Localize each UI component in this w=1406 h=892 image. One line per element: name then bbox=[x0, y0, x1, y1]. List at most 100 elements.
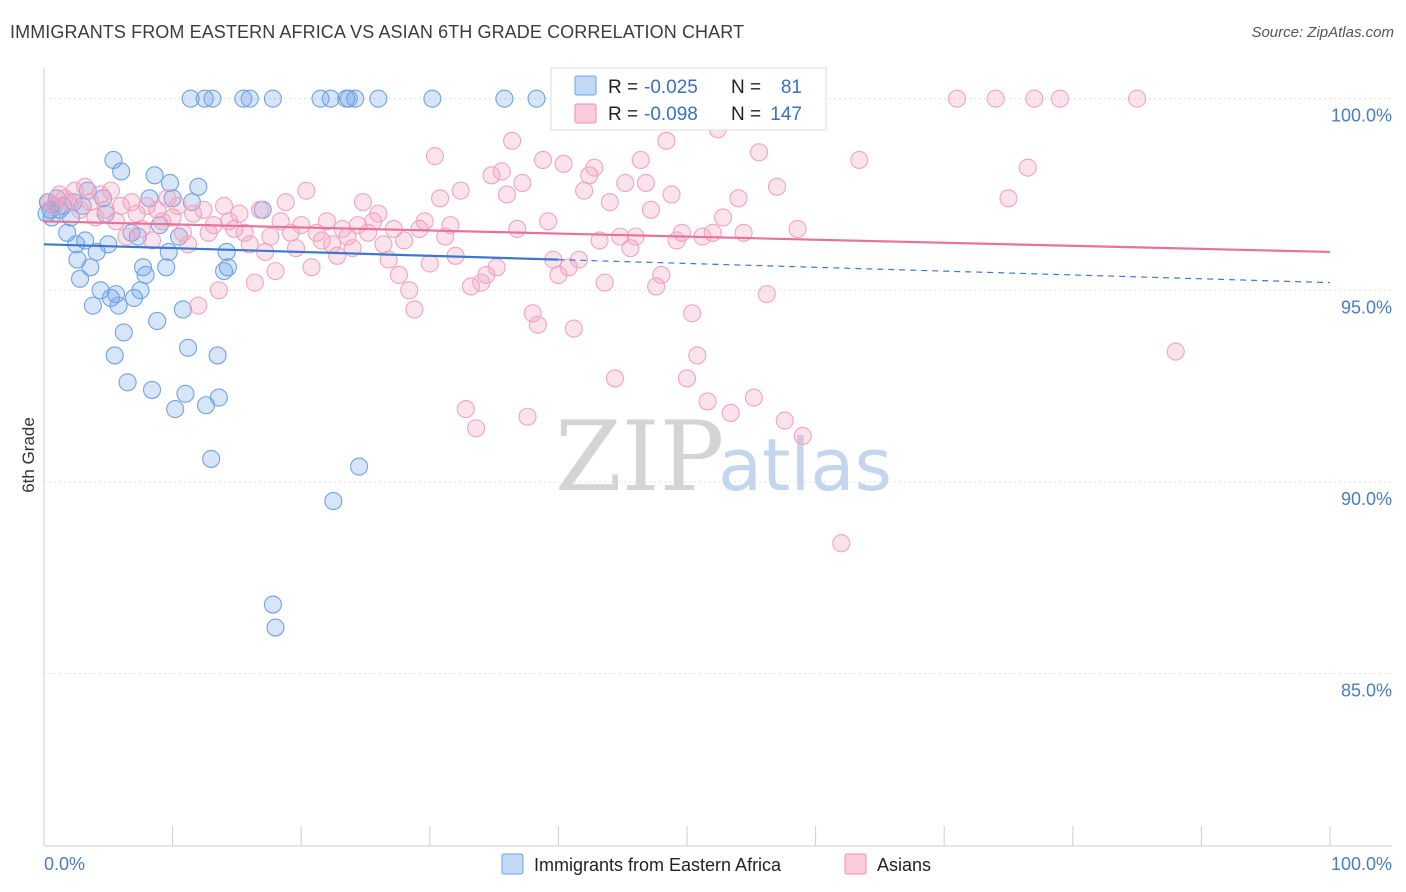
point-s1-123 bbox=[672, 223, 691, 242]
point-s0-49 bbox=[178, 338, 198, 357]
point-s1-124 bbox=[677, 369, 697, 388]
point-s0-67 bbox=[195, 89, 214, 108]
point-s1-112 bbox=[616, 173, 635, 193]
point-s1-90 bbox=[503, 131, 522, 150]
point-s1-111 bbox=[611, 227, 630, 246]
x-tick-label-max: 100.0% bbox=[1331, 854, 1392, 874]
point-s0-39 bbox=[142, 380, 162, 399]
point-s0-17 bbox=[81, 258, 100, 277]
point-s1-100 bbox=[554, 154, 573, 173]
trend-lines bbox=[43, 220, 1331, 284]
point-s1-125 bbox=[683, 304, 702, 323]
watermark-zip: ZIP bbox=[555, 401, 724, 513]
point-s1-86 bbox=[482, 166, 501, 185]
point-s0-73 bbox=[321, 89, 340, 108]
point-s1-144 bbox=[999, 189, 1018, 208]
y-tick-label-3: 85.0% bbox=[1341, 681, 1392, 701]
series-asians-points bbox=[40, 89, 1185, 553]
point-s1-16 bbox=[122, 193, 141, 212]
gridlines bbox=[44, 98, 1392, 675]
point-s1-43 bbox=[261, 227, 280, 246]
point-s1-27 bbox=[178, 235, 198, 254]
point-s1-76 bbox=[431, 189, 450, 208]
point-s0-69 bbox=[234, 89, 253, 108]
point-s1-83 bbox=[467, 419, 486, 438]
point-s1-65 bbox=[374, 235, 393, 254]
x-tick-label-min: 0.0% bbox=[44, 854, 85, 874]
point-s1-48 bbox=[287, 239, 306, 258]
point-s1-75 bbox=[425, 147, 444, 166]
y-tick-labels: 100.0% 95.0% 90.0% 85.0% bbox=[1331, 106, 1392, 701]
point-s0-37 bbox=[136, 265, 155, 285]
legend-swatch-immigrants bbox=[501, 853, 524, 875]
point-s1-4 bbox=[60, 193, 79, 212]
point-s0-68 bbox=[203, 89, 222, 108]
legend: Immigrants from Eastern Africa Asians bbox=[501, 853, 931, 875]
point-s1-99 bbox=[549, 265, 568, 285]
point-s1-34 bbox=[214, 196, 234, 216]
stats-n-label-0: N = bbox=[731, 77, 761, 98]
point-s1-53 bbox=[312, 231, 331, 250]
point-s1-126 bbox=[688, 346, 707, 365]
point-s1-143 bbox=[850, 150, 869, 170]
point-s1-80 bbox=[451, 181, 470, 200]
point-s0-28 bbox=[109, 296, 128, 315]
point-s1-68 bbox=[389, 265, 408, 285]
point-s1-151 bbox=[1128, 89, 1147, 108]
point-s0-76 bbox=[495, 89, 514, 108]
point-s1-25 bbox=[168, 196, 187, 216]
point-s0-27 bbox=[106, 285, 126, 304]
point-s0-13 bbox=[70, 269, 90, 288]
point-s1-148 bbox=[986, 89, 1005, 108]
axes bbox=[43, 68, 1392, 847]
point-s1-149 bbox=[1025, 89, 1044, 108]
point-s1-45 bbox=[271, 212, 290, 231]
point-s1-22 bbox=[153, 212, 172, 231]
point-s1-11 bbox=[96, 200, 115, 219]
point-s1-110 bbox=[605, 369, 625, 388]
point-s1-139 bbox=[775, 411, 794, 430]
point-s1-147 bbox=[948, 89, 967, 108]
stats-r-label-1: R = bbox=[608, 104, 638, 125]
point-s0-65 bbox=[369, 89, 388, 108]
point-s0-79 bbox=[217, 242, 236, 262]
y-tick-label-0: 100.0% bbox=[1331, 106, 1392, 126]
point-s1-136 bbox=[749, 143, 769, 162]
point-s1-71 bbox=[405, 300, 424, 319]
point-s0-20 bbox=[91, 281, 110, 300]
point-s0-33 bbox=[124, 288, 144, 308]
x-tick-marks bbox=[43, 826, 1331, 846]
point-s1-13 bbox=[106, 212, 126, 231]
point-s1-120 bbox=[657, 131, 676, 150]
point-s1-19 bbox=[137, 196, 156, 216]
point-s1-44 bbox=[266, 262, 285, 281]
watermark-atlas: atlas bbox=[718, 423, 892, 507]
point-s1-138 bbox=[767, 177, 787, 196]
point-s1-135 bbox=[744, 388, 763, 407]
y-tick-label-1: 95.0% bbox=[1341, 297, 1392, 317]
point-s1-78 bbox=[441, 216, 460, 235]
point-s1-96 bbox=[533, 150, 553, 170]
point-s1-146 bbox=[1166, 342, 1185, 361]
point-s1-30 bbox=[194, 200, 213, 219]
point-s0-26 bbox=[105, 346, 124, 365]
point-s0-61 bbox=[266, 618, 285, 637]
point-s0-51 bbox=[176, 384, 195, 403]
point-s0-55 bbox=[202, 449, 221, 468]
point-s1-6 bbox=[70, 200, 90, 219]
point-s1-129 bbox=[703, 223, 722, 242]
point-s1-121 bbox=[662, 185, 681, 204]
point-s1-142 bbox=[832, 534, 851, 553]
point-s1-37 bbox=[230, 204, 249, 223]
point-s1-61 bbox=[353, 193, 372, 212]
point-s0-30 bbox=[114, 323, 133, 342]
point-s1-39 bbox=[240, 235, 259, 254]
source-credit: Source: ZipAtlas.com bbox=[1251, 24, 1394, 41]
point-s1-12 bbox=[101, 181, 120, 200]
point-s1-73 bbox=[415, 212, 434, 231]
point-s0-53 bbox=[189, 177, 208, 196]
point-s1-113 bbox=[621, 239, 640, 258]
point-s1-29 bbox=[189, 296, 208, 315]
point-s0-29 bbox=[112, 162, 131, 181]
point-s0-75 bbox=[423, 89, 442, 108]
